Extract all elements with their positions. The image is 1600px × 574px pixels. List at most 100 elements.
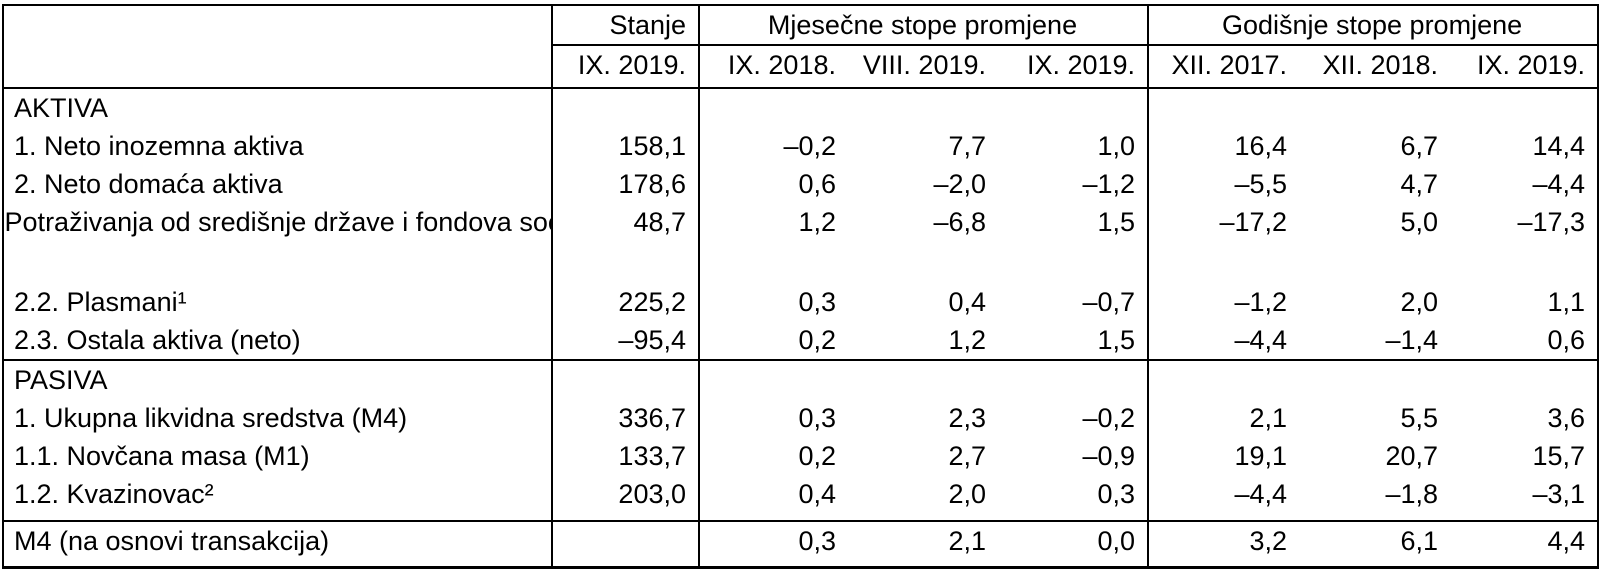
value-cell (552, 88, 700, 127)
value-cell: 7,7 (948, 131, 986, 161)
value-cell: –4,4 (1532, 169, 1586, 199)
table-row: 2.1. Potraživanja od središnje države i … (3, 203, 1598, 283)
value-cell: 19,1 (1234, 441, 1288, 471)
value-cell: 0,3 (998, 475, 1150, 521)
value-cell: –3,1 (1532, 479, 1586, 509)
value-cell: –0,7 (998, 283, 1150, 321)
value-cell: –0,2 (998, 399, 1150, 437)
value-cell (552, 359, 700, 399)
value-cell: –1,4 (1385, 325, 1439, 355)
header-period-row: IX. 2019. IX. 2018. VIII. 2019. IX. 2019… (3, 45, 1599, 89)
table-row: 2. Neto domaća aktiva 178,6 0,6 –2,0 –1,… (3, 165, 1598, 203)
corner-cell (3, 5, 553, 89)
value-cell: 3,6 (1547, 403, 1586, 433)
value-cell (552, 520, 700, 567)
value-cell: –0,2 (783, 131, 836, 161)
value-cell: 2,1 (848, 520, 998, 567)
value-cell: –17,2 (1219, 207, 1288, 237)
value-cell: 48,7 (552, 203, 700, 283)
period-header: IX. 2018. (699, 45, 848, 89)
value-cell: 1,5 (998, 203, 1150, 283)
period-header-stanje: IX. 2019. (552, 45, 700, 89)
table-row: 1. Neto inozemna aktiva 158,1 –0,2 7,7 1… (3, 127, 1598, 165)
value-cell: 5,0 (1400, 207, 1439, 237)
section-label: AKTIVA (3, 88, 553, 127)
value-cell (848, 359, 998, 399)
value-cell: 158,1 (552, 127, 700, 165)
table-row-aktiva: AKTIVA (3, 88, 1598, 127)
value-cell: 178,6 (552, 165, 700, 203)
row-label: M4 (na osnovi transakcija) (3, 520, 553, 567)
value-cell (1450, 359, 1599, 399)
value-cell: 0,3 (699, 520, 848, 567)
period-header: XII. 2018. (1299, 45, 1451, 89)
value-cell: 16,4 (1234, 131, 1288, 161)
value-cell: 0,6 (798, 169, 836, 199)
period-header: IX. 2019. (998, 45, 1150, 89)
value-cell: –2,0 (933, 169, 986, 199)
monthly-group-header: Mjesečne stope promjene (699, 5, 1150, 46)
value-cell: –1,8 (1385, 479, 1439, 509)
table-row: 2.2. Plasmani¹ 225,2 0,3 0,4 –0,7 –1,2 2… (3, 283, 1598, 321)
value-cell: 0,0 (998, 520, 1150, 567)
row-label: 2.1. Potraživanja od središnje države i … (3, 203, 553, 283)
value-cell: –5,5 (1234, 169, 1288, 199)
value-cell: 2,3 (948, 403, 986, 433)
value-cell: 1,0 (998, 127, 1150, 165)
value-cell: 2,7 (948, 441, 986, 471)
value-cell (699, 359, 848, 399)
value-cell (1148, 359, 1300, 399)
row-label: 1. Neto inozemna aktiva (3, 127, 553, 165)
value-cell: 225,2 (552, 283, 700, 321)
value-cell: 15,7 (1532, 441, 1586, 471)
value-cell: 1,2 (798, 207, 836, 237)
value-cell: –4,4 (1234, 479, 1288, 509)
value-cell (848, 88, 998, 127)
row-label: 1.2. Kvazinovac² (3, 475, 553, 521)
section-label: PASIVA (3, 359, 553, 399)
value-cell: 4,7 (1400, 169, 1439, 199)
row-label: 2. Neto domaća aktiva (3, 165, 553, 203)
row-label: 2.3. Ostala aktiva (neto) (3, 321, 553, 360)
value-cell: 0,3 (798, 287, 836, 317)
stanje-group-header: Stanje (552, 5, 700, 46)
value-cell: –6,8 (933, 207, 986, 237)
header-group-row: Stanje Mjesečne stope promjene Godišnje … (3, 5, 1599, 89)
value-cell: 133,7 (552, 437, 700, 475)
value-cell: –1,2 (1234, 287, 1288, 317)
table-row-pasiva: PASIVA (3, 359, 1599, 399)
value-cell: 2,0 (948, 479, 986, 509)
value-cell: 0,4 (948, 287, 986, 317)
table-row: 1. Ukupna likvidna sredstva (M4) 336,7 0… (3, 399, 1598, 437)
value-cell: 4,4 (1450, 520, 1599, 567)
row-label: 1.1. Novčana masa (M1) (3, 437, 553, 475)
value-cell: 0,4 (798, 479, 836, 509)
table-row-m4-total: M4 (na osnovi transakcija) 0,3 2,1 0,0 3… (3, 520, 1599, 567)
value-cell: 0,2 (798, 325, 836, 355)
value-cell: 2,1 (1249, 403, 1288, 433)
table-row: 1.1. Novčana masa (M1) 133,7 0,2 2,7 –0,… (3, 437, 1598, 475)
table-row: 1.2. Kvazinovac² 203,0 0,4 2,0 0,3 –4,4 … (3, 475, 1598, 521)
value-cell: –95,4 (552, 321, 700, 360)
value-cell (1450, 88, 1598, 127)
value-cell: 0,2 (798, 441, 836, 471)
period-header: VIII. 2019. (848, 45, 998, 89)
value-cell (1299, 88, 1450, 127)
period-header: IX. 2019. (1450, 45, 1599, 89)
value-cell: 3,2 (1148, 520, 1300, 567)
yearly-group-header: Godišnje stope promjene (1148, 5, 1599, 46)
row-label: 2.2. Plasmani¹ (3, 283, 553, 321)
value-cell: 336,7 (552, 399, 700, 437)
value-cell: 0,6 (1547, 325, 1586, 355)
period-header: XII. 2017. (1148, 45, 1300, 89)
value-cell (998, 359, 1150, 399)
value-cell: –4,4 (1234, 325, 1288, 355)
monetary-statistics-table: Stanje Mjesečne stope promjene Godišnje … (2, 4, 1600, 569)
value-cell: 2,0 (1400, 287, 1439, 317)
table-header: Stanje Mjesečne stope promjene Godišnje … (3, 5, 1599, 89)
value-cell: 203,0 (552, 475, 700, 521)
value-cell (1299, 359, 1451, 399)
value-cell: 5,5 (1400, 403, 1439, 433)
value-cell: 1,5 (998, 321, 1150, 360)
value-cell: 1,2 (948, 325, 986, 355)
